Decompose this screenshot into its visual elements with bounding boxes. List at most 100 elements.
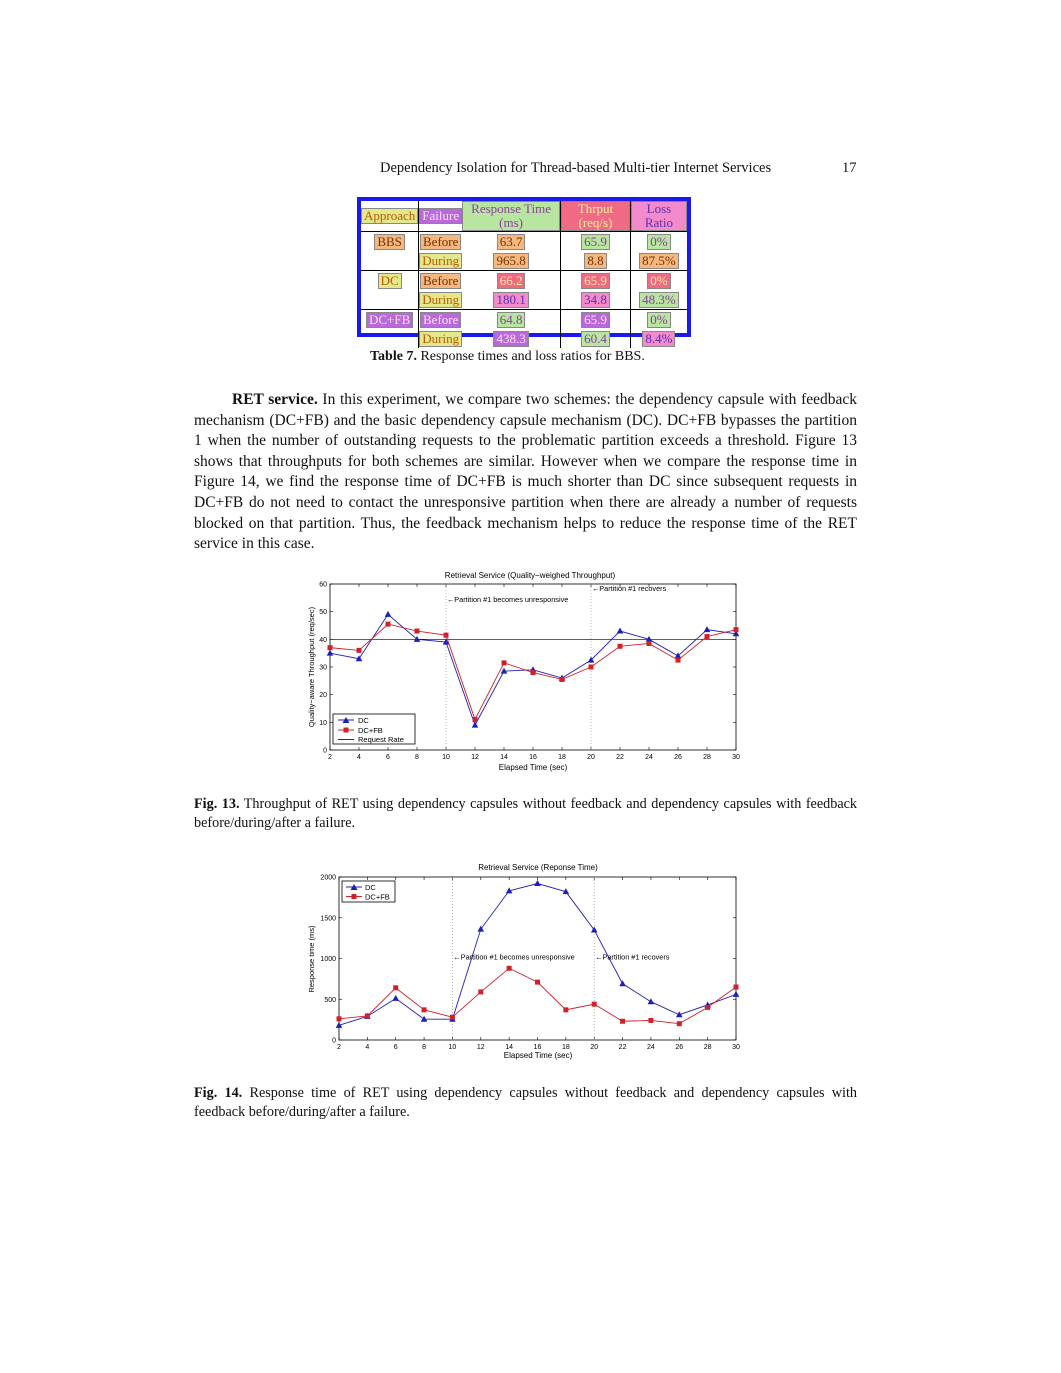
legend-label-dcfb: DC+FB: [365, 893, 390, 902]
x-axis-label: Elapsed Time (sec): [499, 763, 568, 772]
paragraph-lead: RET service.: [232, 391, 318, 408]
cell-loss: 87.5%: [639, 252, 679, 269]
legend-label-request-rate: Request Rate: [358, 735, 404, 744]
paragraph-text: In this experiment, we compare two schem…: [194, 391, 857, 553]
cell-response: 66.2: [496, 272, 526, 289]
data-point-dc: [619, 980, 626, 987]
figure-caption-text: Throughput of RET using dependency capsu…: [194, 796, 858, 831]
data-point-dcfb: [535, 979, 540, 985]
data-point-dcfb: [501, 660, 507, 666]
y-tick-label: 1500: [320, 915, 336, 922]
data-point-dc: [442, 638, 450, 645]
cell-failure: Before: [420, 272, 462, 289]
data-point-dcfb: [704, 634, 710, 640]
x-axis-label: Elapsed Time (sec): [504, 1051, 573, 1060]
plot-area: 2 4 6 8 10 12 14 16 18 20 22 24 26 28 300102030405060←…: [319, 582, 740, 762]
data-point-dcfb: [588, 664, 594, 670]
legend-triangle-marker: [350, 884, 358, 890]
data-point-dc: [392, 994, 400, 1001]
y-tick-label: 0: [323, 748, 327, 755]
data-point-dc: [703, 626, 711, 633]
cell-loss: 0%: [647, 233, 671, 250]
chart-legend: DC DC+FB Request Rate: [332, 713, 416, 745]
data-point-dc: [647, 998, 655, 1005]
data-point-dc: [732, 630, 740, 637]
x-tick-label: 28: [704, 1044, 712, 1051]
data-point-dcfb: [676, 1021, 682, 1027]
data-point-dc: [645, 635, 653, 642]
cell-throughput: 34.8: [581, 291, 610, 308]
header-throughput: Thrput (req/s): [561, 201, 630, 231]
x-tick-label: 2: [337, 1044, 341, 1051]
x-tick-label: 18: [562, 1044, 570, 1051]
data-point-dcfb: [733, 627, 739, 633]
x-tick-label: 10: [442, 754, 450, 761]
cell-throughput: 65.9: [581, 272, 610, 289]
figure-13-chart: Retrieval Service (Quality−weighed Throu…: [307, 571, 740, 772]
cell-loss: 8.4%: [642, 330, 676, 347]
cell-throughput: 60.4: [581, 330, 610, 347]
data-point-dcfb: [364, 1013, 370, 1019]
x-tick-label: 14: [505, 1044, 513, 1051]
data-point-dcfb: [443, 632, 449, 638]
chart-legend: DC DC+FB: [341, 880, 396, 903]
header-approach: Approach: [361, 208, 419, 224]
data-point-dc: [616, 627, 624, 634]
y-tick-label: 20: [319, 692, 327, 699]
data-point-dc: [590, 926, 598, 933]
data-point-dc: [413, 635, 421, 642]
legend-square-marker: [351, 894, 357, 899]
data-point-dc: [562, 888, 570, 895]
plot-area: 2 4 6 8 10 12 14 16 18 20 22 24 26 28 3005001000150020…: [320, 875, 740, 1052]
data-point-dc: [732, 990, 740, 997]
y-tick-label: 40: [319, 637, 327, 644]
x-tick-label: 6: [394, 1044, 398, 1051]
chart-title: Retrieval Service (Quality−weighed Throu…: [445, 571, 616, 580]
data-point-dc: [420, 1015, 428, 1022]
y-tick-label: 60: [319, 582, 327, 589]
chart-title: Retrieval Service (Reponse Time): [478, 863, 598, 872]
chart-annotation: ←Partition #1 becomes unresponsive: [447, 595, 568, 604]
header-failure: Failure: [419, 208, 463, 224]
data-point-dc: [587, 656, 595, 663]
data-point-dcfb: [506, 965, 512, 971]
data-point-dc: [355, 655, 363, 662]
cell-loss: 0%: [647, 311, 671, 328]
cell-loss: 0%: [647, 272, 671, 289]
data-point-dcfb: [393, 985, 399, 991]
data-point-dcfb: [648, 1017, 654, 1023]
cell-throughput: 65.9: [581, 233, 610, 250]
x-tick-label: 22: [616, 754, 624, 761]
x-tick-label: 8: [422, 1044, 426, 1051]
results-table: Approach Failure Response Time (ms) Thrp…: [361, 201, 687, 348]
x-tick-label: 20: [587, 754, 595, 761]
y-axis-label: Quality−aware Throughput (req/sec): [307, 606, 316, 727]
cell-failure: Before: [420, 233, 462, 250]
cell-response: 64.8: [496, 311, 526, 328]
series-line-dcfb: [338, 967, 737, 1025]
cell-response: 965.8: [493, 252, 529, 269]
x-tick-label: 4: [365, 1044, 369, 1051]
x-tick-label: 26: [674, 754, 682, 761]
data-point-dc: [335, 1021, 343, 1028]
x-tick-label: 12: [477, 1044, 485, 1051]
cell-throughput: 8.8: [584, 252, 607, 269]
table-header-row: Approach Failure Response Time (ms) Thrp…: [361, 201, 687, 232]
legend-label-dc: DC: [365, 883, 376, 892]
y-tick-label: 30: [319, 665, 327, 672]
figure-14-chart: Retrieval Service (Reponse Time) Elapsed…: [307, 863, 740, 1060]
cell-response: 63.7: [496, 233, 526, 250]
y-tick-label: 50: [319, 609, 327, 616]
body-paragraph: RET service. In this experiment, we comp…: [194, 390, 857, 555]
data-point-dc: [534, 880, 541, 887]
figure-14-caption: Fig. 14. Response time of RET using depe…: [194, 1084, 857, 1122]
data-point-dc: [326, 649, 334, 656]
x-tick-label: 24: [647, 1044, 655, 1051]
x-tick-label: 16: [534, 1044, 542, 1051]
data-point-dcfb: [646, 640, 652, 646]
data-point-dcfb: [705, 1004, 711, 1010]
y-tick-label: 10: [319, 720, 327, 727]
table-caption-label: Table 7.: [370, 349, 417, 364]
figure-caption-text: Response time of RET using dependency ca…: [194, 1085, 857, 1120]
x-tick-label: 22: [619, 1044, 627, 1051]
